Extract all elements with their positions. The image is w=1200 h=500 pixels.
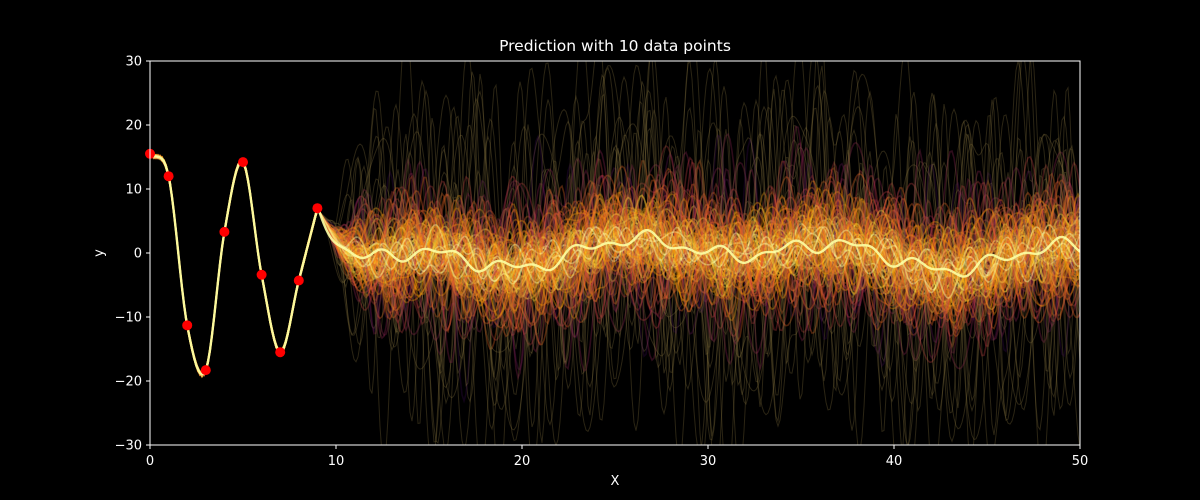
data-point <box>238 157 248 168</box>
data-point <box>275 347 286 358</box>
x-tick-label: 40 <box>886 454 903 469</box>
y-tick-label: −10 <box>115 311 142 326</box>
x-tick-label: 10 <box>328 454 345 469</box>
data-point <box>182 320 193 331</box>
x-axis-label: X <box>611 474 620 489</box>
data-point <box>256 269 267 280</box>
data-point <box>219 226 230 237</box>
y-tick-label: −20 <box>115 375 142 390</box>
x-tick-label: 50 <box>1072 454 1089 469</box>
y-tick-label: 0 <box>134 247 142 262</box>
y-axis-label: y <box>92 249 107 257</box>
x-tick-label: 0 <box>146 454 154 469</box>
posterior-samples <box>150 61 1080 445</box>
data-point <box>312 203 323 214</box>
y-tick-label: −30 <box>115 439 142 454</box>
y-tick-label: 20 <box>125 119 142 134</box>
data-point <box>200 365 211 376</box>
data-point <box>293 275 304 286</box>
y-tick-label: 30 <box>125 55 142 70</box>
y-axis: −30 −20 −10 0 10 20 30 <box>115 55 150 454</box>
observed-points <box>145 148 323 376</box>
x-axis: 0 10 20 30 40 50 <box>146 445 1088 469</box>
mean-curve <box>150 152 1080 376</box>
x-tick-label: 30 <box>700 454 717 469</box>
x-tick-label: 20 <box>514 454 531 469</box>
chart-title: Prediction with 10 data points <box>499 37 731 55</box>
data-point <box>163 171 174 182</box>
y-tick-label: 10 <box>125 183 142 198</box>
